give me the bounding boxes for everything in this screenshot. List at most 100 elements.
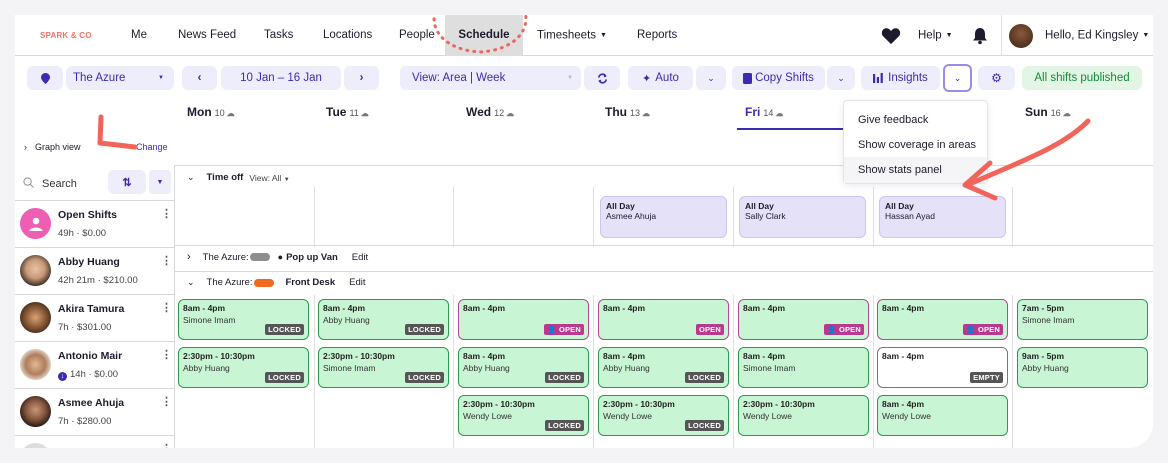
cloud-icon: ☁ xyxy=(775,109,784,118)
top-nav: SPARK & CO Me News Feed Tasks Locations … xyxy=(15,15,1153,56)
shift-card[interactable]: 8am - 4pm Abby Huang LOCKED xyxy=(458,347,589,388)
nav-schedule[interactable]: Schedule xyxy=(445,15,523,56)
refresh-button[interactable] xyxy=(584,66,620,90)
day-header-fri[interactable]: Fri 14 ☁ xyxy=(745,105,783,119)
time-off-view-filter[interactable]: View: All ▼ xyxy=(249,173,289,183)
location-select[interactable]: The Azure ▼ xyxy=(66,66,174,90)
shift-card[interactable]: 9am - 5pm Abby Huang xyxy=(1017,347,1148,388)
shift-card[interactable]: 2:30pm - 10:30pm Wendy Lowe xyxy=(738,395,869,436)
open-shift-card[interactable]: 8am - 4pm 👤 OPEN xyxy=(458,299,589,340)
more-options-icon[interactable]: ⋮ xyxy=(161,255,172,267)
insights-button[interactable]: Insights xyxy=(861,66,940,90)
auto-dropdown-button[interactable]: ⌄ xyxy=(696,66,726,90)
open-shift-card[interactable]: 8am - 4pm OPEN xyxy=(598,299,729,340)
shift-card[interactable]: 8am - 4pm Abby Huang LOCKED xyxy=(318,299,449,340)
sort-button[interactable]: ⇅ xyxy=(108,170,146,194)
nav-me[interactable]: Me xyxy=(131,29,147,41)
shift-assignee: Simone Imam xyxy=(323,363,376,373)
edit-area-link[interactable]: Edit xyxy=(351,251,369,263)
shift-card[interactable]: 8am - 4pm Abby Huang LOCKED xyxy=(598,347,729,388)
column-divider xyxy=(453,295,454,448)
person-row-abby-huang[interactable]: Abby Huang 42h 21m · $210.00 ⋮ xyxy=(15,247,175,294)
empty-shift-card[interactable]: 8am - 4pm EMPTY xyxy=(877,347,1008,388)
pop-up-van-section-header[interactable]: › The Azure: ● Pop up Van Edit xyxy=(187,251,368,263)
brand-logo[interactable]: SPARK & CO xyxy=(40,31,92,40)
open-shift-card[interactable]: 8am - 4pm 👤 OPEN xyxy=(738,299,869,340)
nav-timesheets[interactable]: Timesheets ▼ xyxy=(537,15,607,56)
column-divider xyxy=(314,187,315,247)
time-off-section-header[interactable]: ⌄ Time off View: All ▼ xyxy=(187,172,290,183)
chevron-right-icon: › xyxy=(187,251,191,263)
shift-card[interactable]: 8am - 4pm Wendy Lowe xyxy=(877,395,1008,436)
more-options-icon[interactable]: ⋮ xyxy=(161,396,172,408)
more-options-icon[interactable]: ⋮ xyxy=(161,349,172,361)
heart-icon[interactable] xyxy=(881,15,901,56)
person-row-akira-tamura[interactable]: Akira Tamura 7h · $301.00 ⋮ xyxy=(15,294,175,341)
day-header-mon[interactable]: Mon 10 ☁ xyxy=(187,105,235,119)
date-range-button[interactable]: 10 Jan – 16 Jan xyxy=(221,66,341,90)
locked-badge: LOCKED xyxy=(405,372,444,383)
app-window: SPARK & CO Me News Feed Tasks Locations … xyxy=(15,15,1153,448)
next-week-button[interactable]: › xyxy=(344,66,379,90)
shift-card[interactable]: 7am - 5pm Simone Imam xyxy=(1017,299,1148,340)
day-name: Thu xyxy=(605,105,627,119)
time-off-card[interactable]: All Day Asmee Ahuja xyxy=(600,196,727,238)
menu-item-show-stats-panel[interactable]: Show stats panel xyxy=(844,157,987,183)
day-num: 12 xyxy=(494,108,505,118)
person-row-partial[interactable]: ⋮ xyxy=(15,435,175,448)
shift-card[interactable]: 2:30pm - 10:30pm Simone Imam LOCKED xyxy=(318,347,449,388)
shift-card[interactable]: 2:30pm - 10:30pm Wendy Lowe LOCKED xyxy=(598,395,729,436)
day-header-thu[interactable]: Thu 13 ☁ xyxy=(605,105,650,119)
shift-card[interactable]: 2:30pm - 10:30pm Abby Huang LOCKED xyxy=(178,347,309,388)
column-divider xyxy=(314,295,315,448)
search-icon xyxy=(23,177,34,188)
edit-area-link[interactable]: Edit xyxy=(349,277,366,288)
person-row-antonio-mair[interactable]: Antonio Mair ↓ 14h · $0.00 ⋮ xyxy=(15,341,175,388)
shift-card[interactable]: 2:30pm - 10:30pm Wendy Lowe LOCKED xyxy=(458,395,589,436)
insights-dropdown-button[interactable]: ⌄ xyxy=(943,64,972,92)
shift-card[interactable]: 8am - 4pm Simone Imam xyxy=(738,347,869,388)
time-off-card[interactable]: All Day Sally Clark xyxy=(739,196,866,238)
more-options-icon[interactable]: ⋮ xyxy=(161,442,172,448)
user-menu[interactable]: Hello, Ed Kingsley ▼ xyxy=(1045,15,1149,56)
copy-shifts-button[interactable]: Copy Shifts xyxy=(732,66,825,90)
auto-button[interactable]: ✦ Auto xyxy=(628,66,693,90)
menu-item-show-coverage[interactable]: Show coverage in areas xyxy=(858,139,977,151)
shift-assignee: Abby Huang xyxy=(183,363,230,373)
day-header-wed[interactable]: Wed 12 ☁ xyxy=(466,105,514,119)
nav-locations[interactable]: Locations xyxy=(323,29,373,41)
search-input[interactable]: Search xyxy=(23,177,77,190)
day-header-sun[interactable]: Sun 16 ☁ xyxy=(1025,105,1071,119)
prev-week-button[interactable]: ‹ xyxy=(182,66,217,90)
nav-reports[interactable]: Reports xyxy=(637,29,678,41)
view-select[interactable]: View: Area | Week ▼ xyxy=(400,66,581,90)
copy-shifts-dropdown-button[interactable]: ⌄ xyxy=(827,66,855,90)
day-header-tue[interactable]: Tue 11 ☁ xyxy=(326,105,369,119)
nav-people[interactable]: People xyxy=(399,29,435,41)
copy-shifts-label: Copy Shifts xyxy=(755,72,814,84)
open-shift-card[interactable]: 8am - 4pm 👤 OPEN xyxy=(877,299,1008,340)
user-avatar[interactable] xyxy=(1009,15,1033,56)
change-link[interactable]: Change xyxy=(136,142,168,152)
graph-view-toggle[interactable]: › Graph view xyxy=(24,142,81,152)
person-row-asmee-ahuja[interactable]: Asmee Ahuja 7h · $280.00 ⋮ xyxy=(15,388,175,435)
location-pin-button[interactable] xyxy=(27,66,63,90)
open-badge: 👤 OPEN xyxy=(824,324,864,335)
time-off-card[interactable]: All Day Hassan Ayad xyxy=(879,196,1006,238)
more-options-icon[interactable]: ⋮ xyxy=(161,208,172,220)
help-menu[interactable]: Help ▼ xyxy=(918,15,953,56)
cloud-icon: ☁ xyxy=(360,109,369,118)
front-desk-section-header[interactable]: ⌄ The Azure: Front Desk Edit xyxy=(187,277,366,288)
menu-item-give-feedback[interactable]: Give feedback xyxy=(858,114,929,126)
shift-card[interactable]: 8am - 4pm Simone Imam LOCKED xyxy=(178,299,309,340)
sort-dropdown-button[interactable]: ▼ xyxy=(149,170,171,194)
person-row-open-shifts[interactable]: Open Shifts 49h · $0.00 ⋮ xyxy=(15,200,175,247)
bell-icon[interactable] xyxy=(972,15,988,56)
nav-news-feed[interactable]: News Feed xyxy=(178,29,237,41)
publish-status-badge[interactable]: All shifts published xyxy=(1022,66,1142,90)
settings-button[interactable]: ⚙ xyxy=(978,66,1015,90)
nav-tasks[interactable]: Tasks xyxy=(264,29,294,41)
area-label: Pop up Van xyxy=(286,251,338,263)
more-options-icon[interactable]: ⋮ xyxy=(161,302,172,314)
shift-assignee: Wendy Lowe xyxy=(882,411,931,421)
